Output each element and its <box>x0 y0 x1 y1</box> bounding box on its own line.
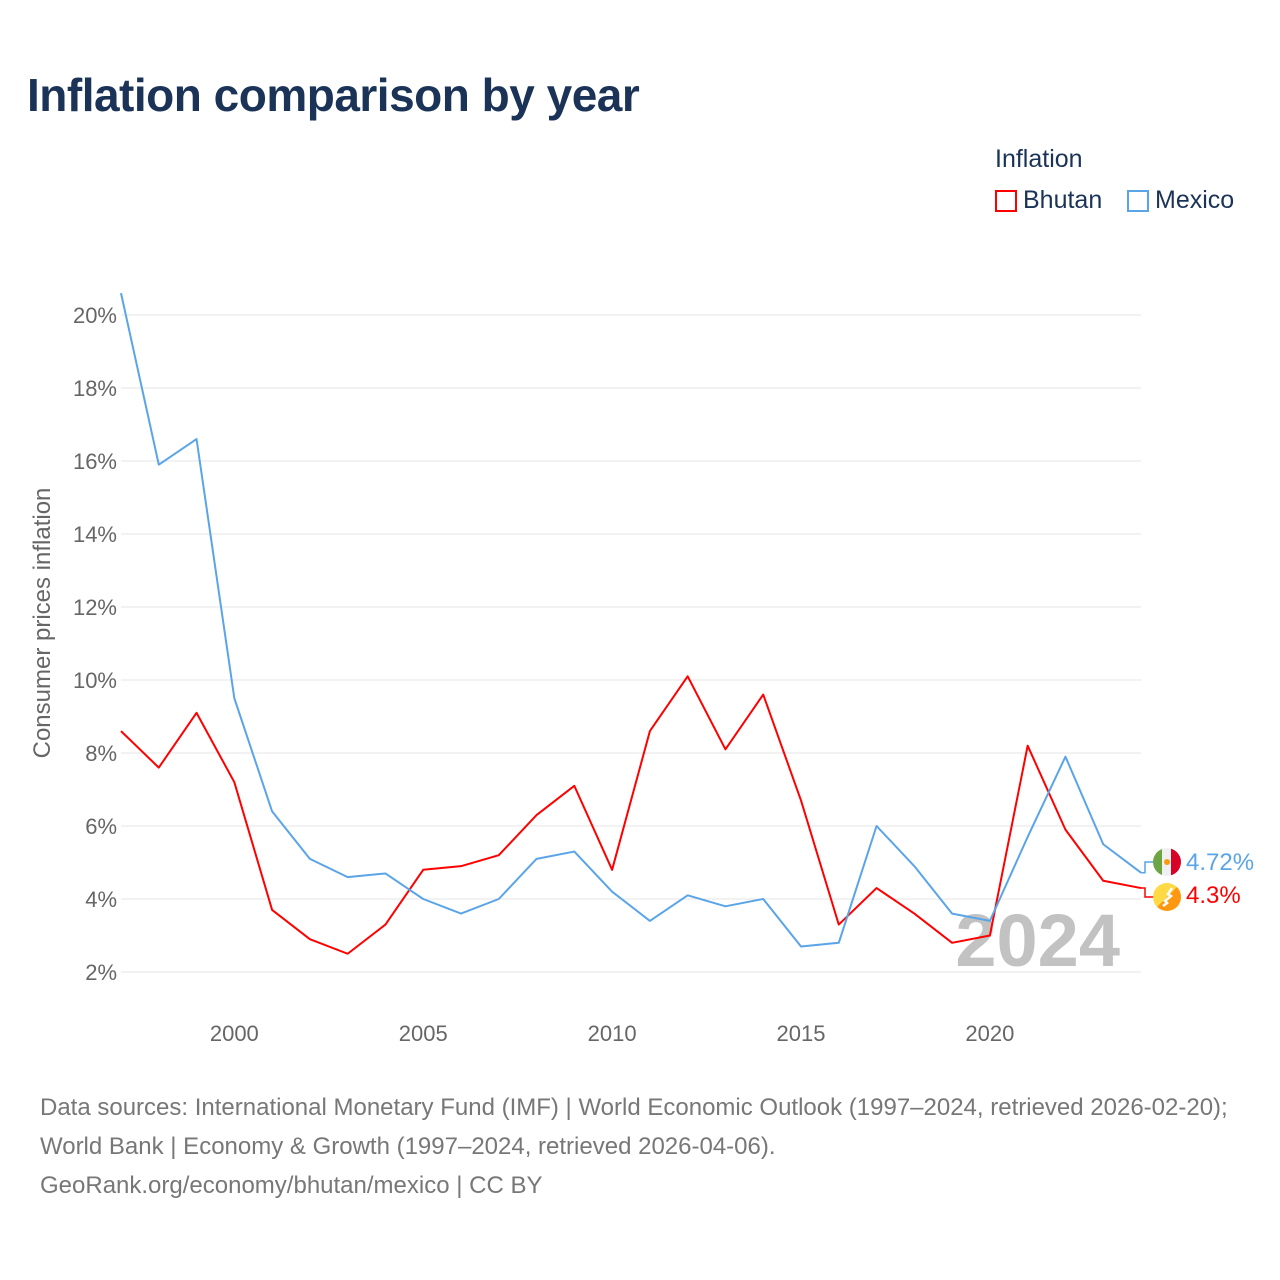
legend-title: Inflation <box>995 145 1083 173</box>
y-tick-label: 14% <box>73 522 117 547</box>
mexico-end-label: 4.72% <box>1186 849 1254 876</box>
footer-sources: Data sources: International Monetary Fun… <box>40 1088 1250 1205</box>
x-tick-label: 2020 <box>965 1021 1014 1046</box>
series-line-bhutan <box>120 675 1142 955</box>
x-tick-label: 2015 <box>777 1021 826 1046</box>
y-tick-label: 8% <box>85 741 117 766</box>
y-tick-label: 20% <box>73 303 117 328</box>
legend-swatch-bhutan <box>995 189 1017 212</box>
y-tick-label: 16% <box>73 449 117 474</box>
y-tick-label: 2% <box>85 960 117 985</box>
bhutan-end-label: 4.3% <box>1186 882 1241 909</box>
mexico-flag-icon <box>1153 848 1181 876</box>
y-tick-label: 4% <box>85 887 117 912</box>
legend-item-bhutan[interactable]: Bhutan <box>995 186 1102 215</box>
y-tick-label: 10% <box>73 668 117 693</box>
y-tick-label: 18% <box>73 376 117 401</box>
x-tick-label: 2005 <box>399 1021 448 1046</box>
y-axis-label: Consumer prices inflation <box>29 488 56 759</box>
legend-label-mexico: Mexico <box>1155 186 1235 214</box>
series-line-mexico <box>120 292 1142 948</box>
bhutan-label-leader <box>1141 887 1153 898</box>
x-tick-label: 2000 <box>210 1021 259 1046</box>
bhutan-flag-icon <box>1153 883 1181 911</box>
mexico-label-leader <box>1141 861 1153 874</box>
y-tick-label: 6% <box>85 814 117 839</box>
chart-title: Inflation comparison by year <box>27 69 640 121</box>
year-watermark: 2024 <box>955 899 1120 982</box>
data-sources-text: Data sources: International Monetary Fun… <box>40 1094 1228 1160</box>
attribution-link[interactable]: GeoRank.org/economy/bhutan/mexico | CC B… <box>40 1172 543 1199</box>
y-tick-label: 12% <box>73 595 117 620</box>
legend-swatch-mexico <box>1127 189 1149 212</box>
legend-item-mexico[interactable]: Mexico <box>1127 186 1234 215</box>
legend-label-bhutan: Bhutan <box>1023 186 1103 214</box>
x-tick-label: 2010 <box>588 1021 637 1046</box>
